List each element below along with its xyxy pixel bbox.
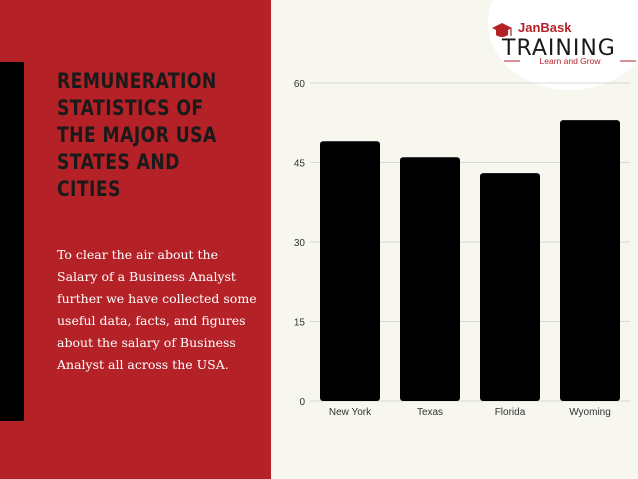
bar-chart: 0 15 30 45 60 New York Texas Florida Wyoming (294, 79, 630, 418)
left-panel (0, 0, 271, 479)
y-tick-label: 45 (294, 159, 306, 170)
x-tick-label: Texas (417, 407, 443, 418)
x-tick-label: New York (329, 407, 372, 418)
bar-wyoming (560, 120, 620, 401)
y-tick-label: 60 (294, 79, 306, 90)
logo-tagline: Learn and Grow (540, 56, 602, 66)
page-title: REMUNERATION STATISTICS OF THE MAJOR USA… (57, 69, 217, 201)
description-text: To clear the air about the Salary of a B… (57, 247, 257, 372)
graduation-cap-icon (492, 23, 512, 37)
bar-new-york (320, 141, 380, 402)
bar-texas (400, 157, 460, 401)
accent-strip (0, 62, 24, 421)
logo-brand: JanBask (518, 20, 572, 35)
y-tick-label: 0 (299, 397, 305, 408)
y-tick-label: 15 (294, 318, 306, 329)
x-tick-label: Wyoming (569, 407, 611, 418)
y-tick-label: 30 (294, 238, 306, 249)
bar-florida (480, 173, 540, 401)
logo-word: TRAINING (501, 36, 616, 61)
janbask-logo: JanBask TRAINING Learn and Grow (492, 20, 636, 66)
x-tick-label: Florida (495, 407, 526, 418)
